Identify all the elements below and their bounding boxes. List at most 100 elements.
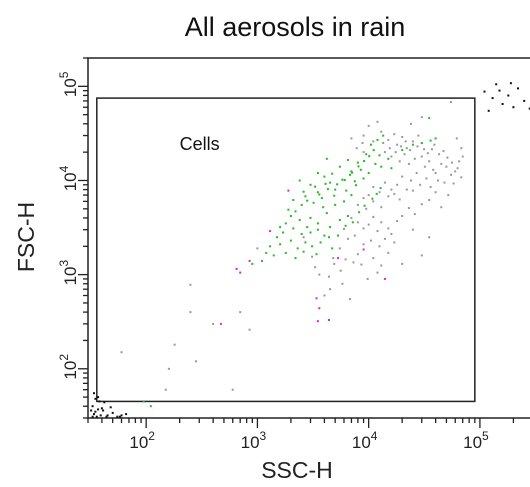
data-point-green: [328, 236, 330, 239]
data-point-gray: [383, 181, 386, 184]
data-point-gray: [401, 262, 404, 265]
data-point-magenta: [315, 297, 318, 300]
data-point-black: [102, 409, 105, 412]
data-point-gray: [445, 165, 448, 168]
data-point-gray: [378, 191, 381, 194]
data-point-gray: [311, 255, 314, 258]
data-point-gray: [415, 172, 418, 174]
data-point-gray: [460, 147, 463, 150]
data-point-green: [351, 171, 354, 174]
data-point-gray: [425, 177, 428, 180]
data-point-gray: [396, 143, 399, 146]
data-point-green: [333, 194, 336, 197]
data-point-gray: [323, 294, 326, 297]
data-point-gray: [430, 148, 433, 151]
x-tick-label: 104: [352, 429, 378, 452]
data-point-gray: [409, 149, 411, 152]
data-point-gray: [231, 388, 234, 391]
data-point-gray: [360, 263, 363, 266]
data-point-green: [316, 228, 319, 231]
data-point-green: [279, 243, 282, 246]
cells-gate[interactable]: [96, 97, 476, 403]
data-point-green: [368, 155, 371, 158]
data-point-green: [379, 187, 382, 190]
data-point-gray: [398, 160, 401, 163]
data-point-green: [390, 167, 393, 170]
data-point-green: [429, 139, 432, 142]
data-point-green: [323, 234, 326, 237]
data-point-gray: [433, 143, 436, 146]
data-point-green: [372, 149, 375, 152]
data-point-gray: [401, 175, 404, 178]
data-point-gray: [450, 161, 453, 164]
data-point-green: [276, 236, 278, 239]
data-point-gray: [120, 351, 123, 354]
data-point-gray: [456, 167, 459, 170]
data-point-green: [142, 400, 145, 403]
data-point-green: [269, 245, 272, 248]
y-axis-label: FSC-H: [13, 202, 39, 272]
data-point-gray: [428, 199, 431, 201]
data-point-green: [325, 212, 328, 215]
data-point-gray: [432, 168, 435, 171]
data-point-gray: [248, 328, 251, 331]
data-point-green: [251, 262, 254, 265]
data-point-green: [311, 245, 314, 248]
data-point-green: [287, 208, 290, 211]
data-point-green: [344, 224, 347, 227]
data-point-gray: [437, 179, 439, 182]
data-point-green: [336, 183, 339, 186]
data-point-gray: [405, 188, 408, 191]
data-point-green: [282, 231, 285, 234]
data-point-green: [350, 170, 353, 173]
data-point-green: [323, 175, 326, 178]
data-point-green: [298, 219, 301, 221]
data-point-green: [357, 165, 360, 168]
data-point-gray: [396, 220, 399, 223]
data-point-magenta: [328, 319, 330, 321]
data-point-gray: [443, 181, 446, 184]
data-point-magenta: [316, 320, 319, 323]
data-point-gray: [314, 266, 317, 269]
data-point-gray: [380, 264, 383, 267]
data-point-gray: [387, 227, 390, 230]
data-point-green: [289, 239, 292, 242]
data-point-green: [326, 188, 329, 191]
data-point-gray: [450, 173, 452, 176]
data-point-gray: [372, 200, 375, 203]
data-point-gray: [189, 283, 192, 286]
data-point-gray: [367, 194, 370, 197]
data-point-gray: [460, 176, 463, 179]
data-point-gray: [398, 198, 401, 201]
data-point-gray: [332, 257, 335, 260]
data-point-gray: [167, 367, 170, 370]
data-point-green: [294, 210, 297, 213]
data-point-gray: [411, 140, 414, 143]
data-point-gray: [399, 145, 402, 148]
data-point-black: [483, 90, 486, 93]
data-point-green: [298, 179, 301, 182]
data-point-green: [378, 154, 381, 157]
data-point-gray: [362, 243, 365, 246]
data-point-green: [356, 161, 359, 164]
data-point-green: [371, 197, 374, 200]
data-point-gray: [164, 388, 167, 391]
data-point-black: [528, 107, 530, 110]
data-point-green: [329, 226, 332, 229]
data-point-magenta: [239, 271, 242, 274]
data-point-gray: [353, 234, 356, 237]
data-point-gray: [410, 179, 412, 182]
data-point-green: [261, 259, 263, 262]
data-point-gray: [356, 203, 359, 206]
data-point-gray: [452, 182, 455, 185]
data-point-gray: [380, 130, 383, 133]
data-point-green: [304, 241, 307, 244]
data-point-gray: [440, 206, 443, 209]
data-point-gray: [426, 152, 429, 155]
data-point-green: [306, 226, 309, 229]
data-point-gray: [382, 142, 385, 144]
data-point-black: [105, 415, 108, 418]
data-point-gray: [455, 137, 458, 140]
data-point-black: [93, 413, 95, 416]
